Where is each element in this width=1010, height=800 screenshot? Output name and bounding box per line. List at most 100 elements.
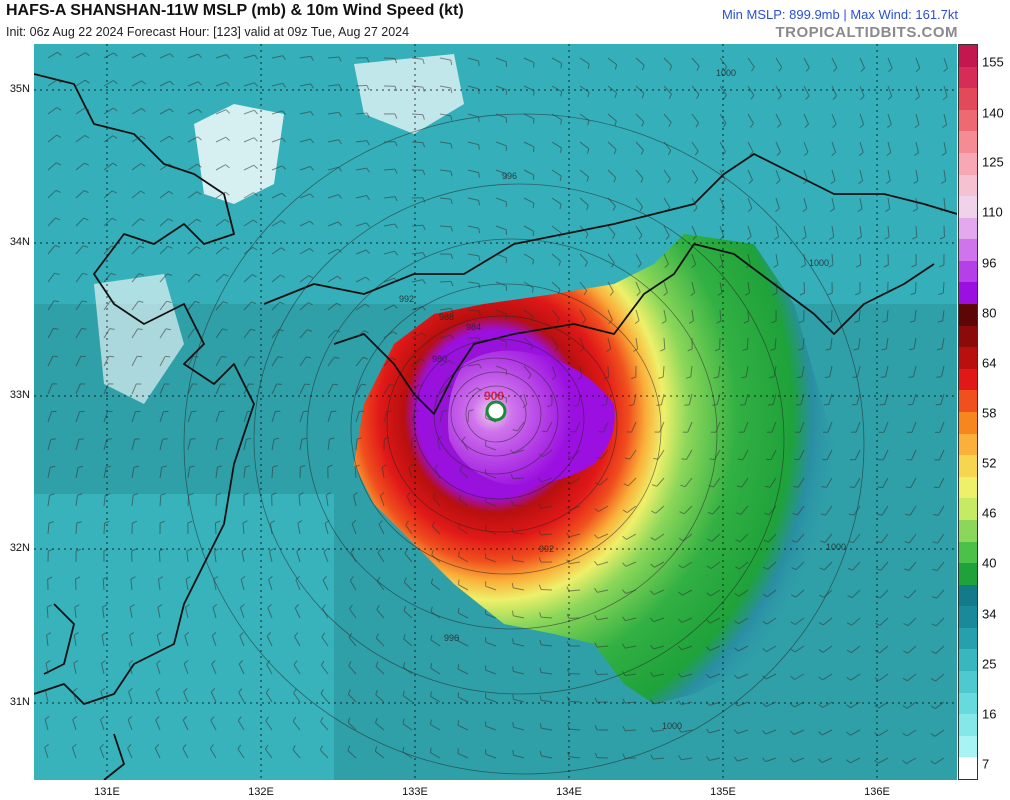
wind-barb bbox=[432, 497, 441, 507]
hurricane-wind-field bbox=[354, 234, 834, 704]
wind-barb bbox=[130, 579, 133, 591]
wind-barb bbox=[747, 169, 753, 181]
wind-barb-flag bbox=[623, 483, 629, 487]
wind-barb-flag bbox=[719, 235, 725, 240]
wind-barb bbox=[485, 725, 497, 731]
wind-barb bbox=[411, 141, 424, 144]
wind-barb-flag bbox=[450, 87, 453, 93]
wind-barb-flag bbox=[240, 604, 245, 608]
wind-barb-flag bbox=[306, 356, 312, 359]
wind-barb bbox=[383, 168, 396, 171]
wind-barb-flag bbox=[406, 492, 411, 497]
wind-barb-flag bbox=[52, 355, 58, 358]
wind-barb bbox=[909, 533, 917, 544]
wind-barb bbox=[327, 84, 339, 87]
wind-barb bbox=[292, 749, 301, 759]
wind-barb-flag bbox=[308, 275, 314, 279]
wind-barb-flag bbox=[539, 667, 542, 673]
wind-barb bbox=[485, 445, 497, 451]
wind-barb-flag bbox=[292, 716, 297, 722]
wind-barb-flag bbox=[250, 328, 256, 331]
wind-barb-flag bbox=[915, 67, 921, 72]
wind-barb bbox=[47, 495, 51, 507]
wind-barb-flag bbox=[791, 540, 797, 543]
wind-barb-flag bbox=[402, 718, 405, 724]
colorbar-segment bbox=[959, 541, 977, 564]
wind-barb bbox=[72, 691, 77, 703]
wind-barb-flag bbox=[169, 135, 174, 140]
wind-barb bbox=[569, 505, 581, 511]
wind-barb-flag bbox=[251, 301, 257, 305]
wind-barb bbox=[157, 607, 161, 619]
wind-barb-flag bbox=[431, 521, 435, 527]
wind-barb-flag bbox=[939, 264, 945, 268]
wind-barb-flag bbox=[329, 437, 335, 440]
colorbar-segment bbox=[959, 455, 977, 478]
wind-barb-flag bbox=[931, 596, 937, 599]
wind-barb bbox=[186, 551, 189, 563]
wind-barb bbox=[690, 365, 693, 377]
wind-barb-flag bbox=[530, 344, 533, 350]
wind-barb bbox=[495, 141, 507, 147]
wind-speed-colorbar bbox=[958, 44, 978, 780]
wind-barb-flag bbox=[694, 150, 699, 156]
wind-barb-flag bbox=[855, 264, 861, 268]
wind-barb bbox=[635, 141, 644, 151]
wind-barb bbox=[625, 673, 637, 677]
wind-barb bbox=[430, 611, 441, 619]
wind-barb-flag bbox=[734, 566, 740, 570]
wind-barb-flag bbox=[408, 464, 414, 468]
storm-eye[interactable] bbox=[485, 400, 507, 422]
wind-barb bbox=[934, 729, 945, 737]
wind-barb-flag bbox=[337, 248, 342, 253]
colorbar-segment bbox=[959, 714, 977, 737]
wind-barb bbox=[775, 197, 780, 209]
wind-barb bbox=[159, 383, 165, 395]
wind-barb bbox=[663, 337, 666, 350]
wind-barb bbox=[47, 162, 57, 171]
wind-barb-flag bbox=[75, 576, 81, 580]
wind-barb bbox=[243, 54, 255, 59]
wind-barb-flag bbox=[903, 595, 909, 599]
wind-barb-flag bbox=[678, 755, 682, 761]
wind-barb-flag bbox=[394, 141, 398, 147]
wind-barb bbox=[350, 551, 357, 563]
wind-barb bbox=[131, 245, 140, 255]
wind-barb-flag bbox=[532, 203, 535, 209]
wind-barb bbox=[103, 439, 108, 451]
southwest-wind-field bbox=[34, 494, 334, 780]
wind-barb bbox=[187, 246, 197, 255]
wind-barb-flag bbox=[217, 465, 223, 468]
wind-barb bbox=[383, 384, 390, 395]
wind-barb bbox=[75, 245, 84, 255]
wind-barb-flag bbox=[320, 660, 325, 666]
wind-barb bbox=[859, 169, 864, 181]
wind-barb-flag bbox=[833, 67, 838, 72]
wind-barb bbox=[653, 617, 665, 623]
wind-barb-flag bbox=[560, 147, 562, 153]
wind-barb bbox=[859, 85, 865, 97]
wind-barb-flag bbox=[292, 744, 296, 750]
wind-barb-flag bbox=[185, 576, 191, 580]
wind-barb bbox=[849, 757, 861, 764]
wind-barb bbox=[635, 169, 644, 179]
wind-barb bbox=[915, 281, 917, 294]
wind-barb-flag bbox=[365, 249, 370, 255]
wind-barb bbox=[597, 589, 609, 593]
wind-barb-flag bbox=[101, 632, 107, 636]
wind-barb bbox=[402, 751, 413, 759]
wind-barb bbox=[47, 107, 58, 115]
wind-barb bbox=[430, 667, 441, 675]
colorbar-label: 64 bbox=[982, 355, 997, 371]
colorbar-segment bbox=[959, 217, 977, 240]
wind-barb-flag bbox=[402, 662, 406, 668]
wind-barb-flag bbox=[211, 660, 216, 665]
wind-barb bbox=[850, 729, 861, 736]
wind-barb bbox=[47, 522, 50, 535]
site-brand[interactable]: TROPICALTIDBITS.COM bbox=[775, 24, 958, 41]
wind-barb-flag bbox=[706, 673, 711, 679]
wind-barb bbox=[299, 193, 311, 199]
wind-barb bbox=[766, 589, 777, 598]
wind-barb-flag bbox=[254, 82, 258, 87]
wind-barb-flag bbox=[73, 660, 79, 664]
